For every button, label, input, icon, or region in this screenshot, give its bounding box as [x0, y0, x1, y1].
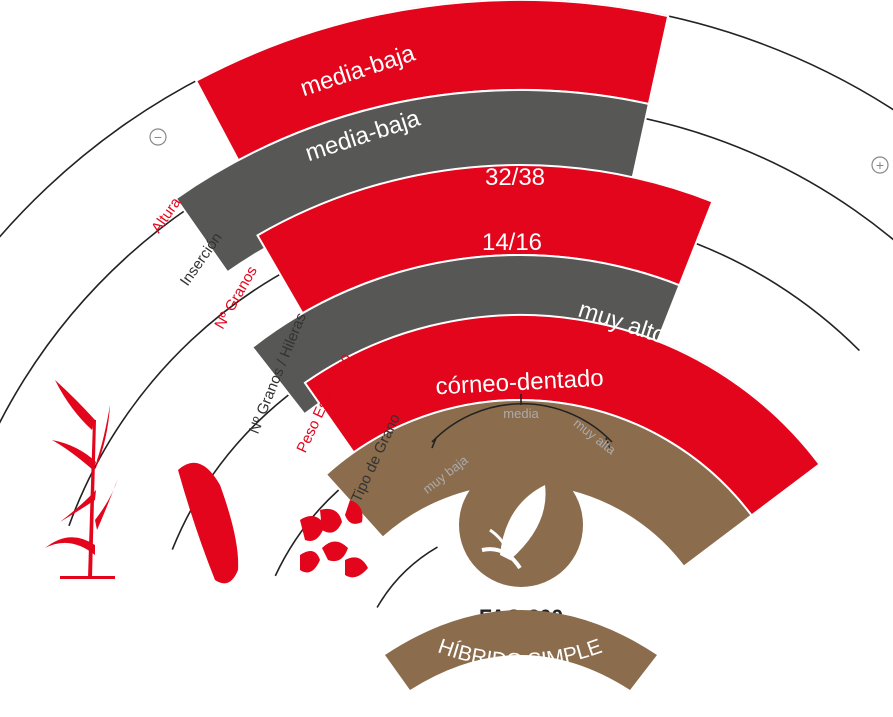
plus-icon: + [871, 156, 889, 174]
svg-text:+: + [876, 157, 884, 173]
scale-label-mid: media [503, 406, 539, 421]
band-value-granos-hileras: 14/16 [482, 229, 542, 256]
corn-cob-badge-icon [459, 463, 583, 587]
hybrid-type-banner [385, 610, 657, 690]
guide-arc-5 [376, 546, 438, 608]
scale-tick-high [605, 437, 611, 449]
band-value-granos: 32/38 [485, 164, 545, 191]
corn-ear-icon [178, 462, 239, 584]
corn-plant-icon [45, 380, 118, 579]
svg-text:−: − [154, 129, 162, 145]
value-bands [174, 0, 821, 569]
corn-kernels-icon [300, 500, 368, 578]
minus-icon: − [149, 128, 167, 146]
scale-tick-low [431, 437, 437, 449]
axis-label-granos: Nº Granos [211, 263, 261, 332]
